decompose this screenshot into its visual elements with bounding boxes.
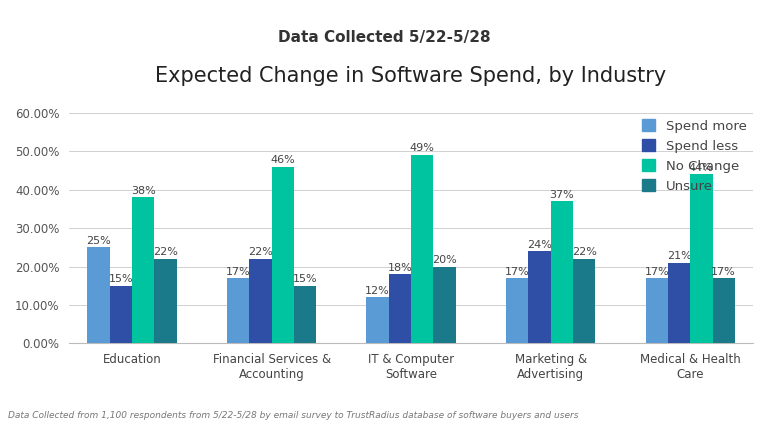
Bar [227,278,250,343]
Bar [506,278,528,343]
Text: 20%: 20% [432,255,457,265]
Bar [154,259,177,343]
Text: 37%: 37% [549,190,574,200]
Text: 18%: 18% [388,263,412,273]
Bar [573,259,595,343]
Title: Expected Change in Software Spend, by Industry: Expected Change in Software Spend, by In… [155,66,667,86]
Bar [528,251,551,343]
Bar [366,297,389,343]
Text: 17%: 17% [226,267,250,276]
Text: 22%: 22% [571,248,597,257]
Text: 12%: 12% [366,286,390,296]
Bar [690,174,713,343]
Bar [294,286,316,343]
Text: 17%: 17% [644,267,669,276]
Bar [551,201,573,343]
Text: 22%: 22% [248,248,273,257]
Text: Data Collected 5/22-5/28: Data Collected 5/22-5/28 [278,30,490,45]
Bar [110,286,132,343]
Bar [132,197,154,343]
Text: 38%: 38% [131,186,156,196]
Text: 21%: 21% [667,251,691,261]
Text: 15%: 15% [293,274,317,284]
Text: 15%: 15% [108,274,133,284]
Text: 17%: 17% [711,267,736,276]
Bar [646,278,668,343]
Bar [668,263,690,343]
Bar [389,274,411,343]
Text: Data Collected from 1,100 respondents from 5/22-5/28 by email survey to TrustRad: Data Collected from 1,100 respondents fr… [8,411,578,420]
Bar [88,248,110,343]
Bar [433,267,455,343]
Text: 25%: 25% [86,236,111,246]
Text: 24%: 24% [527,239,552,250]
Text: 17%: 17% [505,267,530,276]
Bar [272,167,294,343]
Bar [250,259,272,343]
Text: 49%: 49% [410,144,435,153]
Legend: Spend more, Spend less, No Change, Unsure: Spend more, Spend less, No Change, Unsur… [642,119,746,193]
Bar [713,278,735,343]
Text: 46%: 46% [270,155,295,165]
Bar [411,155,433,343]
Text: 22%: 22% [153,248,178,257]
Text: 44%: 44% [689,163,713,173]
